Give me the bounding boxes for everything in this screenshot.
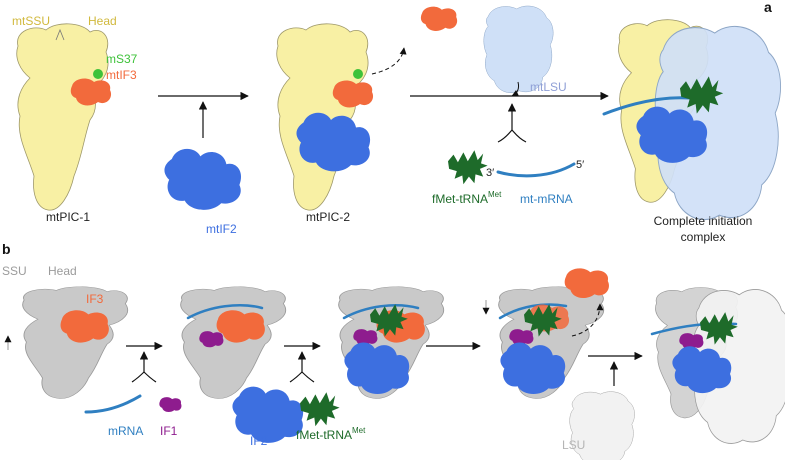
lsu-label: LSU bbox=[562, 438, 586, 452]
fmet-trna-a bbox=[448, 150, 488, 185]
mt-mrna-label: mt-mRNA bbox=[520, 192, 573, 206]
mrna-b-3 bbox=[342, 304, 420, 320]
fmet-trna-b-free bbox=[300, 392, 340, 427]
if1-label: IF1 bbox=[160, 424, 178, 438]
head-label-b: Head bbox=[48, 264, 77, 278]
if1-b-free bbox=[159, 397, 182, 413]
mtssu-label: mtSSU bbox=[12, 14, 51, 28]
if2-label: IF2 bbox=[250, 434, 268, 448]
fmet-trna-text-a: fMet-tRNA bbox=[432, 192, 489, 206]
mtssu-subunit-1 bbox=[16, 23, 109, 211]
complete-complex-mrna bbox=[602, 96, 692, 116]
merge-fork-b-1 bbox=[131, 371, 157, 383]
mtif3-label: mtIF3 bbox=[106, 68, 137, 82]
mtif2-label: mtIF2 bbox=[206, 222, 237, 236]
dashed-release-arrow-a bbox=[371, 47, 407, 75]
mt-mrna-strand bbox=[496, 162, 576, 178]
merge-fork-a bbox=[497, 129, 527, 143]
panel-b-letter: b bbox=[2, 241, 11, 257]
if3-label: IF3 bbox=[86, 292, 104, 306]
mrna-b-free bbox=[84, 394, 142, 414]
fmet-trna-text-b: fMet-tRNA bbox=[296, 428, 353, 442]
ssu-label: SSU bbox=[2, 264, 27, 278]
complete-complex-label-2: complex bbox=[680, 230, 726, 244]
five-prime-label: 5′ bbox=[576, 159, 585, 171]
mtlsu-label: mtLSU bbox=[530, 80, 567, 94]
fmet-trna-sup-b: Met bbox=[352, 426, 366, 435]
mtpic2-label: mtPIC-2 bbox=[306, 210, 351, 224]
ssu-b-1 bbox=[22, 286, 129, 400]
mrna-label: mRNA bbox=[108, 424, 144, 438]
ssu-b-2 bbox=[180, 286, 287, 400]
ms37-protein bbox=[93, 69, 103, 79]
fmet-trna-label-b: fMet-tRNAMet bbox=[296, 426, 366, 443]
dashed-release-arrow-b bbox=[571, 303, 604, 337]
mtif3-released bbox=[420, 6, 458, 31]
if2-b-free bbox=[232, 386, 304, 443]
merge-fork-b-2 bbox=[289, 371, 315, 383]
ms37-protein-2 bbox=[353, 69, 363, 79]
head-label-a: Head bbox=[88, 14, 117, 28]
complete-complex-label-1: Complete initiation bbox=[653, 214, 753, 228]
mrna-b-4 bbox=[498, 303, 568, 320]
fmet-trna-label-a: fMet-tRNAMet bbox=[432, 190, 502, 207]
fmet-trna-sup-a: Met bbox=[488, 190, 502, 199]
panel-a-letter: a bbox=[764, 0, 772, 15]
ms37-label: mS37 bbox=[106, 52, 138, 66]
three-prime-label: 3′ bbox=[486, 167, 495, 179]
panel-b bbox=[4, 268, 785, 460]
mtpic1-label: mtPIC-1 bbox=[46, 210, 91, 224]
panel-a bbox=[16, 5, 782, 221]
mtif2-protein-free bbox=[164, 148, 242, 210]
mrna-b-2 bbox=[186, 304, 264, 320]
